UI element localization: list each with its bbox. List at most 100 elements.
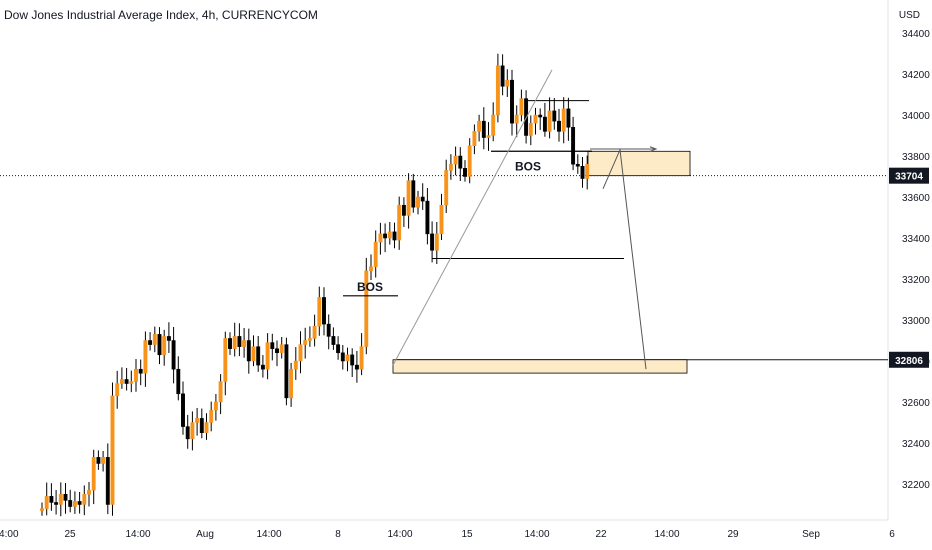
candle [284, 344, 289, 399]
candle [54, 502, 59, 505]
arrow-head-icon [649, 146, 658, 152]
candle [232, 336, 237, 349]
candle [472, 131, 477, 146]
time-tick-label: 25 [64, 529, 76, 540]
candle [63, 494, 68, 501]
demand-zone-lower[interactable] [392, 359, 688, 374]
projection-path [602, 147, 647, 370]
time-tick-label: 29 [727, 529, 739, 540]
candle [148, 340, 153, 345]
candle [58, 494, 63, 505]
candle [256, 346, 261, 366]
trend-line [392, 69, 553, 366]
candle [345, 354, 350, 362]
candle [124, 379, 129, 384]
candle [359, 346, 364, 370]
candle [416, 196, 420, 208]
time-tick-label: 14:00 [125, 529, 150, 540]
candle [162, 336, 167, 356]
time-tick-label: 15 [461, 529, 473, 540]
candle [260, 364, 265, 370]
price-tick-label: 33400 [902, 234, 930, 245]
candle [129, 381, 134, 384]
candle [181, 393, 185, 427]
price-tick-label: 32200 [902, 480, 930, 491]
candle [134, 368, 138, 382]
candle [354, 364, 359, 370]
candle [293, 360, 298, 370]
time-tick-label: Sep [802, 529, 820, 540]
candle [369, 266, 373, 272]
candle [331, 336, 336, 345]
candle [552, 110, 557, 122]
candle [580, 166, 585, 179]
time-tick-label: 8 [335, 529, 341, 540]
price-tick-label: 33600 [902, 193, 930, 204]
candle [383, 233, 388, 239]
candle [566, 108, 571, 128]
candle [430, 233, 435, 251]
candle [82, 494, 87, 505]
candle [265, 342, 270, 370]
time-tick-label: 14:00 [256, 529, 281, 540]
candle [561, 108, 566, 132]
candle [138, 368, 143, 374]
candle [185, 426, 190, 440]
price-tick-label: 32400 [902, 439, 930, 450]
candle [397, 204, 402, 241]
candle [105, 457, 110, 505]
candle [401, 204, 406, 216]
demand-zone-upper[interactable] [587, 150, 691, 177]
candle [420, 196, 425, 202]
price-tick-label: 32600 [902, 398, 930, 409]
candle [373, 241, 378, 267]
candle [514, 114, 519, 124]
time-tick-label: Aug [196, 529, 214, 540]
candle [275, 348, 279, 354]
candle [495, 65, 500, 116]
candle [322, 297, 326, 325]
candle [575, 163, 580, 167]
candle [171, 340, 176, 370]
candle [317, 297, 322, 327]
price-tick-label: 33000 [902, 316, 930, 327]
candle [392, 231, 397, 241]
candle [157, 334, 162, 356]
candle [44, 496, 49, 509]
candle [96, 457, 101, 464]
candle [547, 110, 552, 132]
candle [519, 98, 524, 116]
candle [467, 145, 472, 177]
candle [453, 155, 458, 165]
bos-label-lower: BOS [357, 280, 383, 294]
time-tick-label: 14:00 [524, 529, 549, 540]
candle [237, 336, 242, 347]
price-tick-label: 33800 [902, 152, 930, 163]
candle [528, 122, 533, 136]
candle [387, 231, 392, 239]
candle [326, 323, 331, 337]
time-tick-label: 14:00 [654, 529, 679, 540]
candle [213, 401, 218, 411]
candle [101, 457, 106, 464]
candle [77, 501, 82, 505]
candle [585, 163, 590, 179]
candle [242, 340, 247, 347]
candle [463, 168, 467, 177]
candle [364, 270, 369, 347]
candle [270, 342, 275, 349]
candle [87, 489, 91, 495]
candle [307, 338, 312, 341]
candle [91, 457, 96, 491]
price-tick-label: 33200 [902, 275, 930, 286]
candle [439, 204, 444, 235]
candle [486, 135, 491, 138]
candle [378, 233, 383, 243]
candle [434, 233, 439, 251]
chart-title: Dow Jones Industrial Average Index, 4h, … [4, 8, 318, 22]
candle [542, 116, 547, 132]
candle [298, 344, 303, 362]
candle [557, 120, 561, 132]
candle [279, 344, 284, 354]
